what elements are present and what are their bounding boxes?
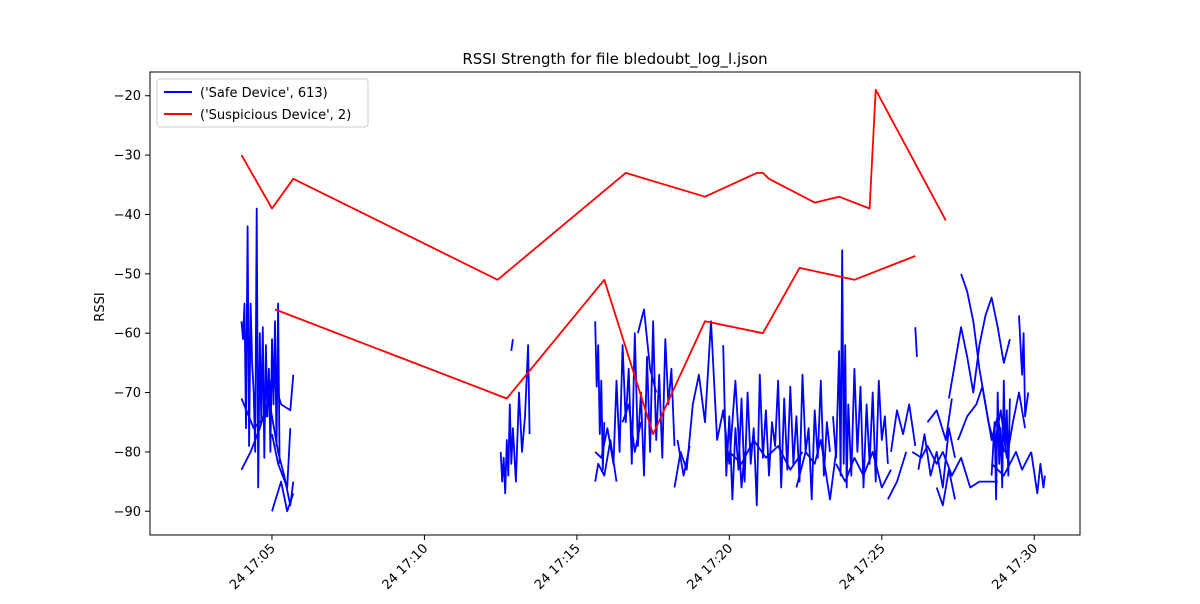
series-line-segment [594, 321, 606, 471]
legend-label-safe: ('Safe Device', 613) [200, 86, 328, 101]
series-line-segment [914, 327, 918, 357]
series-safe-device [240, 207, 1046, 513]
chart-title: RSSI Strength for file bledoubt_log_l.js… [462, 50, 767, 69]
series-line-segment [594, 439, 618, 482]
legend-label-suspicious: ('Suspicious Device', 2) [200, 108, 351, 123]
y-tick-label: −50 [114, 267, 141, 282]
series-line-segment [935, 468, 956, 507]
y-axis-label: RSSI [93, 292, 108, 321]
series-line-segment [594, 320, 676, 477]
series-line-segment [676, 439, 691, 477]
series-line-segment [240, 88, 947, 281]
plot-series [240, 88, 1046, 513]
y-tick-label: −60 [114, 327, 141, 342]
series-line-segment [926, 398, 953, 441]
series-line-segment [728, 439, 804, 471]
series-line-segment [499, 344, 531, 495]
series-line-segment [978, 296, 1011, 364]
series-line-segment [621, 403, 642, 453]
series-line-segment [271, 428, 292, 489]
series-line-segment [673, 320, 746, 489]
y-tick-label: −70 [114, 386, 141, 401]
series-line-segment [1030, 451, 1046, 495]
series-line-segment [1018, 315, 1030, 418]
y-tick-label: −30 [114, 149, 141, 164]
series-line-segment [890, 403, 917, 453]
series-line-segment [911, 445, 998, 489]
series-line-segment [274, 255, 916, 436]
series-line-segment [887, 451, 908, 500]
y-tick-label: −80 [114, 445, 141, 460]
series-line-segment [240, 207, 281, 489]
series-line-segment [722, 345, 831, 507]
series-line-segment [990, 450, 1033, 477]
legend: ('Safe Device', 613) ('Suspicious Device… [156, 78, 369, 128]
plot-area-frame [149, 71, 1081, 536]
series-line-segment [795, 439, 837, 501]
series-suspicious-device [240, 88, 947, 436]
series-line-segment [990, 379, 1011, 501]
y-tick-label: −90 [114, 505, 141, 520]
y-tick-label: −20 [114, 89, 141, 104]
series-line-segment [637, 308, 658, 393]
series-line-segment [510, 338, 514, 352]
y-tick-label: −40 [114, 208, 141, 223]
y-axis: −90 −80 −70 −60 −50 −40 −30 −20 [114, 89, 150, 520]
series-line-segment [835, 450, 892, 489]
series-line-segment [948, 326, 981, 399]
series-line-segment [832, 249, 889, 489]
series-line-segment [240, 397, 295, 507]
legend-box [156, 78, 369, 128]
series-line-segment [271, 480, 295, 513]
series-line-segment [917, 427, 956, 489]
series-line-segment [240, 373, 295, 430]
